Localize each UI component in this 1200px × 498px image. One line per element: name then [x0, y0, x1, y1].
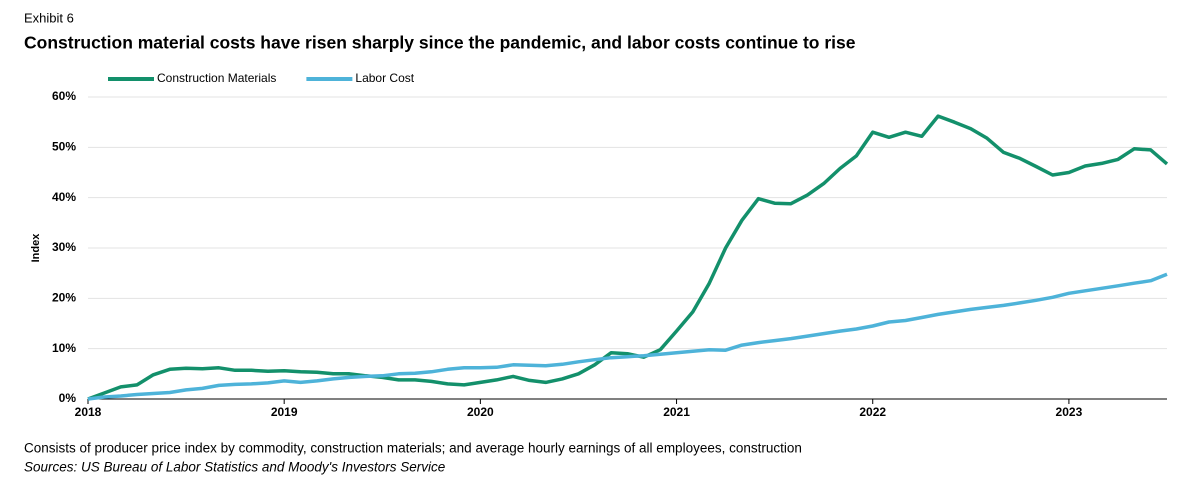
y-tick-label: 50% [52, 140, 76, 154]
y-tick-label: 0% [59, 391, 77, 405]
x-tick-label: 2022 [859, 405, 886, 419]
y-axis-label: Index [30, 233, 42, 263]
y-tick-label: 10% [52, 341, 76, 355]
x-tick-label: 2020 [467, 405, 494, 419]
x-tick-label: 2018 [75, 405, 102, 419]
x-tick-label: 2019 [271, 405, 298, 419]
legend-label: Construction Materials [157, 71, 276, 85]
x-tick-label: 2023 [1056, 405, 1083, 419]
y-tick-label: 30% [52, 240, 76, 254]
y-tick-label: 20% [52, 291, 76, 305]
note: Consists of producer price index by comm… [24, 441, 802, 456]
y-tick-label: 60% [52, 89, 76, 103]
series-line [87, 114, 1169, 401]
y-tick-label: 40% [52, 190, 76, 204]
series-line [87, 272, 1168, 401]
legend-label: Labor Cost [355, 71, 414, 85]
source: Sources: US Bureau of Labor Statistics a… [24, 460, 445, 475]
exhibit-label: Exhibit 6 [24, 10, 74, 25]
chart-title: Construction material costs have risen s… [24, 33, 856, 53]
x-tick-label: 2021 [663, 405, 690, 419]
